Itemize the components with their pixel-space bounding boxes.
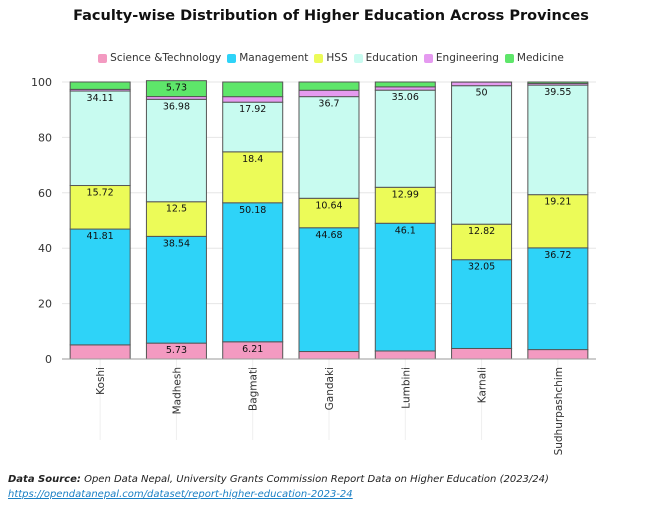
legend-label: Medicine — [516, 52, 564, 64]
legend-swatch — [423, 53, 433, 63]
bar-segment — [298, 89, 360, 98]
bar-segment — [69, 228, 131, 346]
bar-segment — [222, 96, 284, 103]
bar-segment — [527, 247, 589, 351]
data-label: 19.21 — [544, 197, 571, 208]
bar-segment — [145, 80, 207, 98]
bar-segment — [222, 202, 284, 343]
y-tick-label: 20 — [38, 298, 52, 311]
data-label: 36.98 — [163, 101, 190, 112]
bar-segment — [145, 235, 207, 344]
legend-label: HSS — [326, 52, 348, 64]
data-label: 36.7 — [318, 99, 339, 110]
data-label: 12.99 — [392, 189, 419, 200]
bar-segment — [527, 84, 589, 196]
data-label: 5.73 — [166, 83, 187, 94]
bar-segment — [69, 81, 131, 90]
chart-title: Faculty-wise Distribution of Higher Educ… — [73, 8, 589, 24]
data-label: 18.4 — [242, 154, 263, 165]
legend-swatch — [227, 53, 237, 63]
legend-item[interactable]: Education — [353, 52, 418, 64]
legend-swatch — [504, 53, 514, 63]
x-tick-label: Lumbini — [400, 367, 412, 409]
data-label: 44.68 — [315, 230, 342, 241]
legend-item[interactable]: Medicine — [504, 52, 564, 64]
bar-segment — [298, 81, 360, 91]
legend-swatch — [353, 53, 363, 63]
legend-label: Management — [239, 52, 309, 64]
data-label: 50 — [476, 88, 488, 99]
bar-segment — [374, 350, 436, 360]
y-tick-label: 60 — [38, 187, 52, 200]
bar-segment — [451, 347, 513, 360]
x-tick-label: Madhesh — [171, 367, 183, 414]
y-tick-label: 0 — [45, 353, 52, 366]
data-label: 10.64 — [315, 200, 342, 211]
bar-segment — [145, 98, 207, 203]
bar-segment — [222, 151, 284, 204]
bar-segment — [527, 81, 589, 84]
legend-item[interactable]: Science &Technology — [98, 52, 221, 64]
bar-segment — [451, 223, 513, 261]
data-label: 35.06 — [392, 92, 419, 103]
data-label: 36.72 — [544, 250, 571, 261]
data-label: 39.55 — [544, 87, 571, 98]
x-tick-label: Gandaki — [324, 367, 336, 410]
bar-segment — [374, 186, 436, 224]
data-label: 41.81 — [87, 231, 114, 242]
bar-segment — [69, 90, 131, 187]
y-tick-label: 40 — [38, 242, 52, 255]
legend-label: Science &Technology — [110, 52, 222, 64]
bar-segment — [374, 81, 436, 88]
bar-segment — [527, 194, 589, 249]
data-label: 12.82 — [468, 226, 495, 237]
x-tick-label: Karnali — [477, 367, 489, 403]
x-tick-label: Koshi — [95, 367, 107, 395]
bar-segment — [527, 349, 589, 360]
data-label: 17.92 — [239, 104, 266, 115]
bar-segment — [298, 96, 360, 199]
source-link[interactable]: https://opendatanepal.com/dataset/report… — [8, 489, 353, 500]
bar-segment — [145, 201, 207, 237]
bar-segment — [69, 344, 131, 360]
x-tick-label: Sudhurpashchim — [553, 367, 565, 455]
data-label: 46.1 — [395, 225, 416, 236]
bar-segment — [451, 259, 513, 349]
source-text: Open Data Nepal, University Grants Commi… — [80, 474, 549, 485]
data-label: 34.11 — [87, 93, 114, 104]
bar-segment — [298, 351, 360, 360]
data-label: 12.5 — [166, 204, 187, 215]
source-label: Data Source: — [8, 474, 81, 485]
legend-swatch — [98, 53, 108, 63]
bar-segment — [298, 197, 360, 229]
source-note: Data Source: Open Data Nepal, University… — [8, 474, 549, 485]
data-label: 38.54 — [163, 238, 190, 249]
y-tick-label: 80 — [38, 131, 52, 144]
legend-label: Education — [365, 52, 418, 64]
data-label: 50.18 — [239, 205, 266, 216]
y-tick-label: 100 — [31, 76, 52, 89]
data-label: 6.21 — [242, 344, 263, 355]
chart-plot: 0 20 40 60 80 100 41.81 15.72 34.11 Koshi 5.73 38.5… — [31, 76, 596, 455]
legend-swatch — [314, 53, 324, 63]
bar-segment — [374, 222, 436, 352]
legend-label: Engineering — [435, 52, 499, 64]
bar-segment — [451, 85, 513, 225]
legend-item[interactable]: Engineering — [423, 52, 499, 64]
legend: Science &Technology Management HSS Educatio… — [0, 52, 662, 64]
legend-item[interactable]: HSS — [314, 52, 348, 64]
data-label: 15.72 — [87, 188, 114, 199]
x-tick-label: Bagmati — [248, 367, 260, 411]
bar-segment — [222, 101, 284, 153]
data-label: 32.05 — [468, 262, 495, 273]
bar-segment — [374, 89, 436, 188]
bar-segment — [298, 227, 360, 353]
bar-segment — [451, 81, 513, 87]
bar-segment — [222, 81, 284, 98]
data-label: 5.73 — [166, 345, 187, 356]
legend-item[interactable]: Management — [227, 52, 308, 64]
